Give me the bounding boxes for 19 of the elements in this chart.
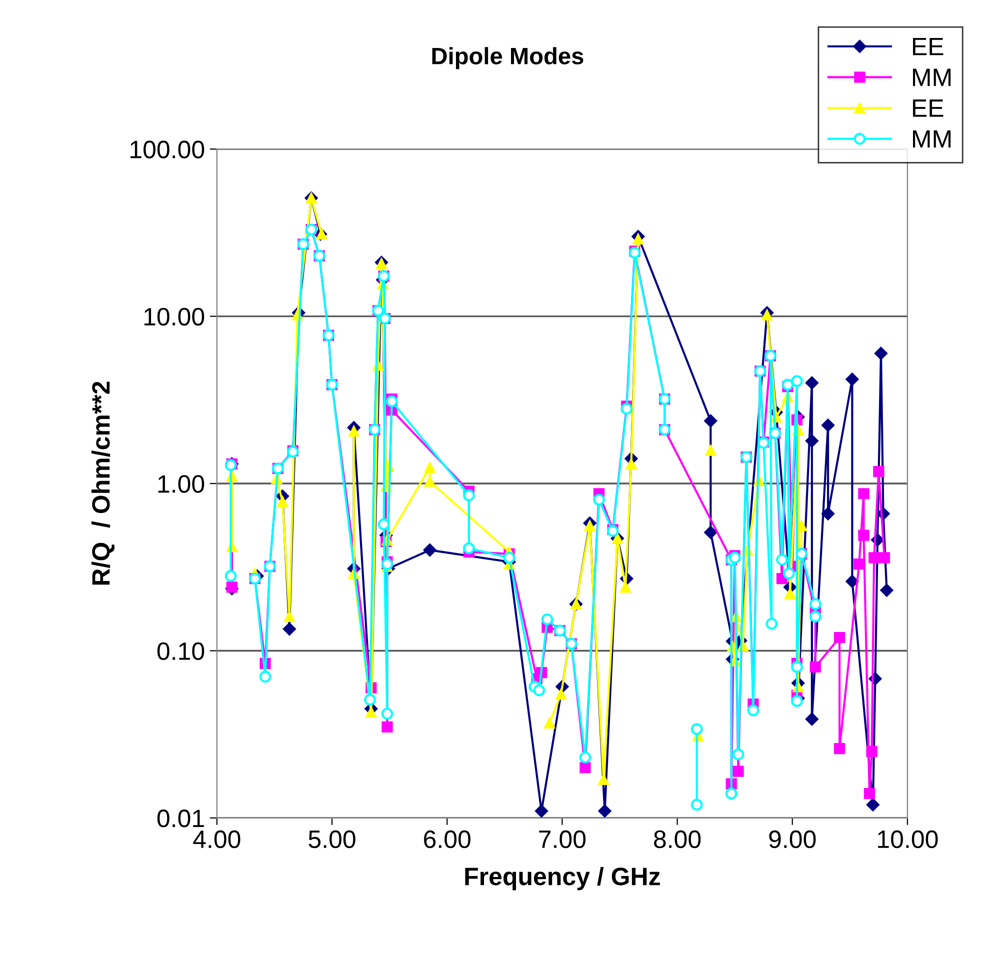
y-tick-label: 100.00 xyxy=(130,140,204,158)
x-tick-label: 10.00 xyxy=(878,830,938,848)
y-axis-title: R/Q / Ohm/cm**2 xyxy=(91,382,114,585)
x-tick-label: 9.00 xyxy=(769,830,816,848)
chart-title: Dipole Modes xyxy=(432,47,584,70)
x-tick-label: 4.00 xyxy=(193,830,240,848)
legend-label: EE xyxy=(913,100,944,117)
y-tick-label: 0.10 xyxy=(157,642,204,660)
x-tick-label: 7.00 xyxy=(539,830,586,848)
y-tick-label: 1.00 xyxy=(158,475,204,493)
legend-label: MM xyxy=(913,130,951,148)
legend-label: MM xyxy=(913,68,951,86)
x-tick-label: 8.00 xyxy=(654,830,701,848)
y-tick-label: 10.00 xyxy=(144,308,204,326)
x-tick-label: 5.00 xyxy=(308,830,356,848)
legend-label: EE xyxy=(913,38,944,56)
x-axis-title: Frequency / GHz xyxy=(465,866,660,890)
y-tick-label: 0.01 xyxy=(157,810,204,828)
x-tick-label: 6.00 xyxy=(424,830,470,848)
